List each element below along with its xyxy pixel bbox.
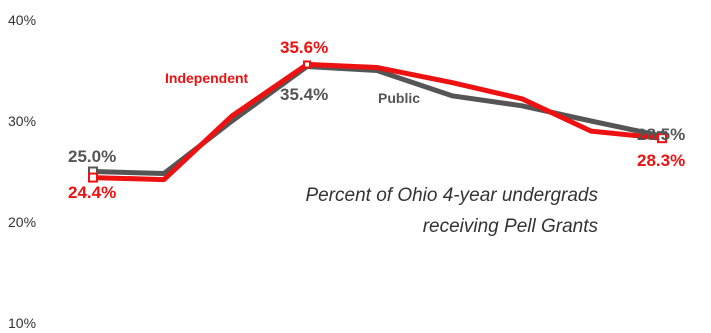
data-label: 28.5% bbox=[637, 125, 685, 144]
series-lines bbox=[90, 61, 665, 183]
series-line-independent bbox=[90, 61, 665, 183]
data-label: 28.3% bbox=[637, 151, 685, 170]
endpoint-marker bbox=[88, 172, 98, 183]
series-name-label: Public bbox=[378, 90, 420, 106]
series-name-label: Independent bbox=[165, 70, 249, 86]
chart-annotation-line-1: Percent of Ohio 4-year undergrads bbox=[305, 185, 598, 206]
data-labels: 25.0% 24.4% 35.6% 35.4% 28.5% 28.3% Independen… bbox=[68, 38, 685, 202]
data-label: 35.4% bbox=[280, 85, 328, 104]
data-label: 24.4% bbox=[68, 183, 116, 202]
chart-annotation-line-2: receiving Pell Grants bbox=[423, 216, 599, 237]
y-axis: 10% 20% 30% 40% bbox=[8, 12, 36, 331]
peak-marker bbox=[303, 60, 311, 69]
data-label: 35.6% bbox=[280, 38, 328, 57]
endpoint-markers bbox=[88, 60, 667, 183]
endpoint-marker bbox=[657, 133, 667, 144]
y-tick-label: 20% bbox=[8, 214, 36, 230]
y-tick-label: 40% bbox=[8, 12, 36, 28]
data-label: 25.0% bbox=[68, 147, 116, 166]
y-tick-label: 10% bbox=[8, 315, 36, 331]
y-tick-label: 30% bbox=[8, 113, 36, 129]
